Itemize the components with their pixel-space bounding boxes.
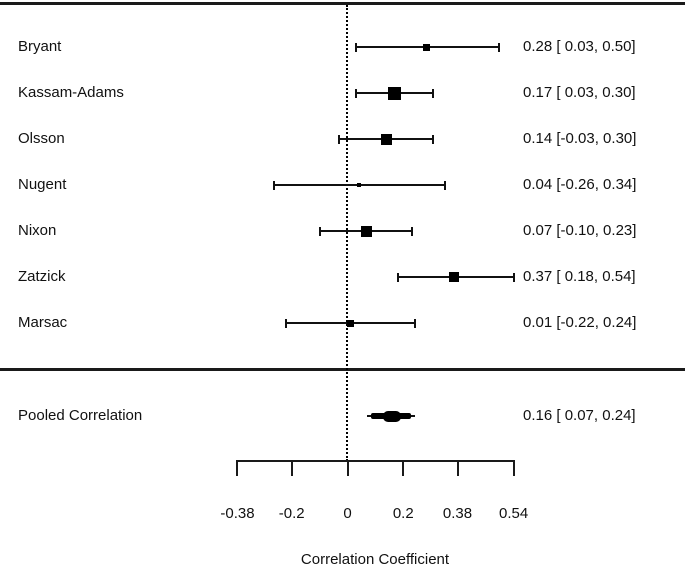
ci-cap-right	[497, 42, 500, 52]
study-label: Zatzick	[18, 268, 66, 285]
study-label: Marsac	[18, 314, 68, 331]
effect-marker	[361, 225, 373, 237]
pooled-separator-rule	[0, 368, 685, 371]
ci-cap-right	[413, 318, 416, 328]
ci-cap-left	[396, 272, 399, 282]
value-label: 0.37 [ 0.18, 0.54]	[523, 268, 636, 285]
pooled-marker	[382, 410, 401, 422]
x-axis-tick-label: 0.54	[499, 505, 529, 522]
value-label: 0.14 [-0.03, 0.30]	[523, 130, 637, 147]
x-axis-tick	[290, 460, 293, 476]
ci-cap-left	[338, 134, 341, 144]
x-axis-tick-label: -0.38	[220, 505, 255, 522]
zero-line	[346, 5, 348, 461]
x-axis-tick	[456, 460, 459, 476]
ci-cap-left	[354, 88, 357, 98]
ci-cap-right	[512, 272, 515, 282]
ci-cap-left	[354, 42, 357, 52]
effect-marker	[388, 86, 402, 100]
study-label: Kassam-Adams	[18, 84, 124, 101]
x-axis-tick-label: -0.2	[278, 505, 305, 522]
value-label: 0.07 [-0.10, 0.23]	[523, 222, 637, 239]
value-label: 0.01 [-0.22, 0.24]	[523, 314, 637, 331]
value-label: 0.17 [ 0.03, 0.30]	[523, 84, 636, 101]
pooled-label: Pooled Correlation	[18, 407, 143, 424]
x-axis-tick-label: 0.38	[442, 505, 473, 522]
ci-cap-right	[410, 226, 413, 236]
ci-cap-right	[431, 134, 434, 144]
ci-cap-right	[431, 88, 434, 98]
study-label: Nixon	[18, 222, 57, 239]
study-label: Olsson	[18, 130, 65, 147]
effect-marker	[449, 272, 460, 282]
ci-cap-left	[284, 318, 287, 328]
ci-cap-left	[318, 226, 321, 236]
ci-cap-right	[443, 180, 446, 190]
effect-marker	[380, 133, 392, 145]
value-label: 0.28 [ 0.03, 0.50]	[523, 38, 636, 55]
ci-cap-left	[273, 180, 276, 190]
x-axis-tick-label: 0.2	[392, 505, 414, 522]
x-axis-tick	[402, 460, 405, 476]
study-label: Nugent	[18, 176, 67, 193]
pooled-value-label: 0.16 [ 0.07, 0.24]	[523, 407, 636, 424]
study-label: Bryant	[18, 38, 62, 55]
effect-marker	[356, 183, 361, 187]
x-axis-tick	[512, 460, 515, 476]
top-rule	[0, 2, 685, 5]
x-axis-tick-label: 0	[343, 505, 352, 522]
effect-marker	[346, 319, 354, 327]
x-axis-tick	[346, 460, 349, 476]
x-axis-line	[237, 460, 514, 462]
x-axis-title: Correlation Coefficient	[300, 551, 450, 568]
x-axis-tick	[236, 460, 239, 476]
value-label: 0.04 [-0.26, 0.34]	[523, 176, 637, 193]
effect-marker	[423, 43, 431, 51]
